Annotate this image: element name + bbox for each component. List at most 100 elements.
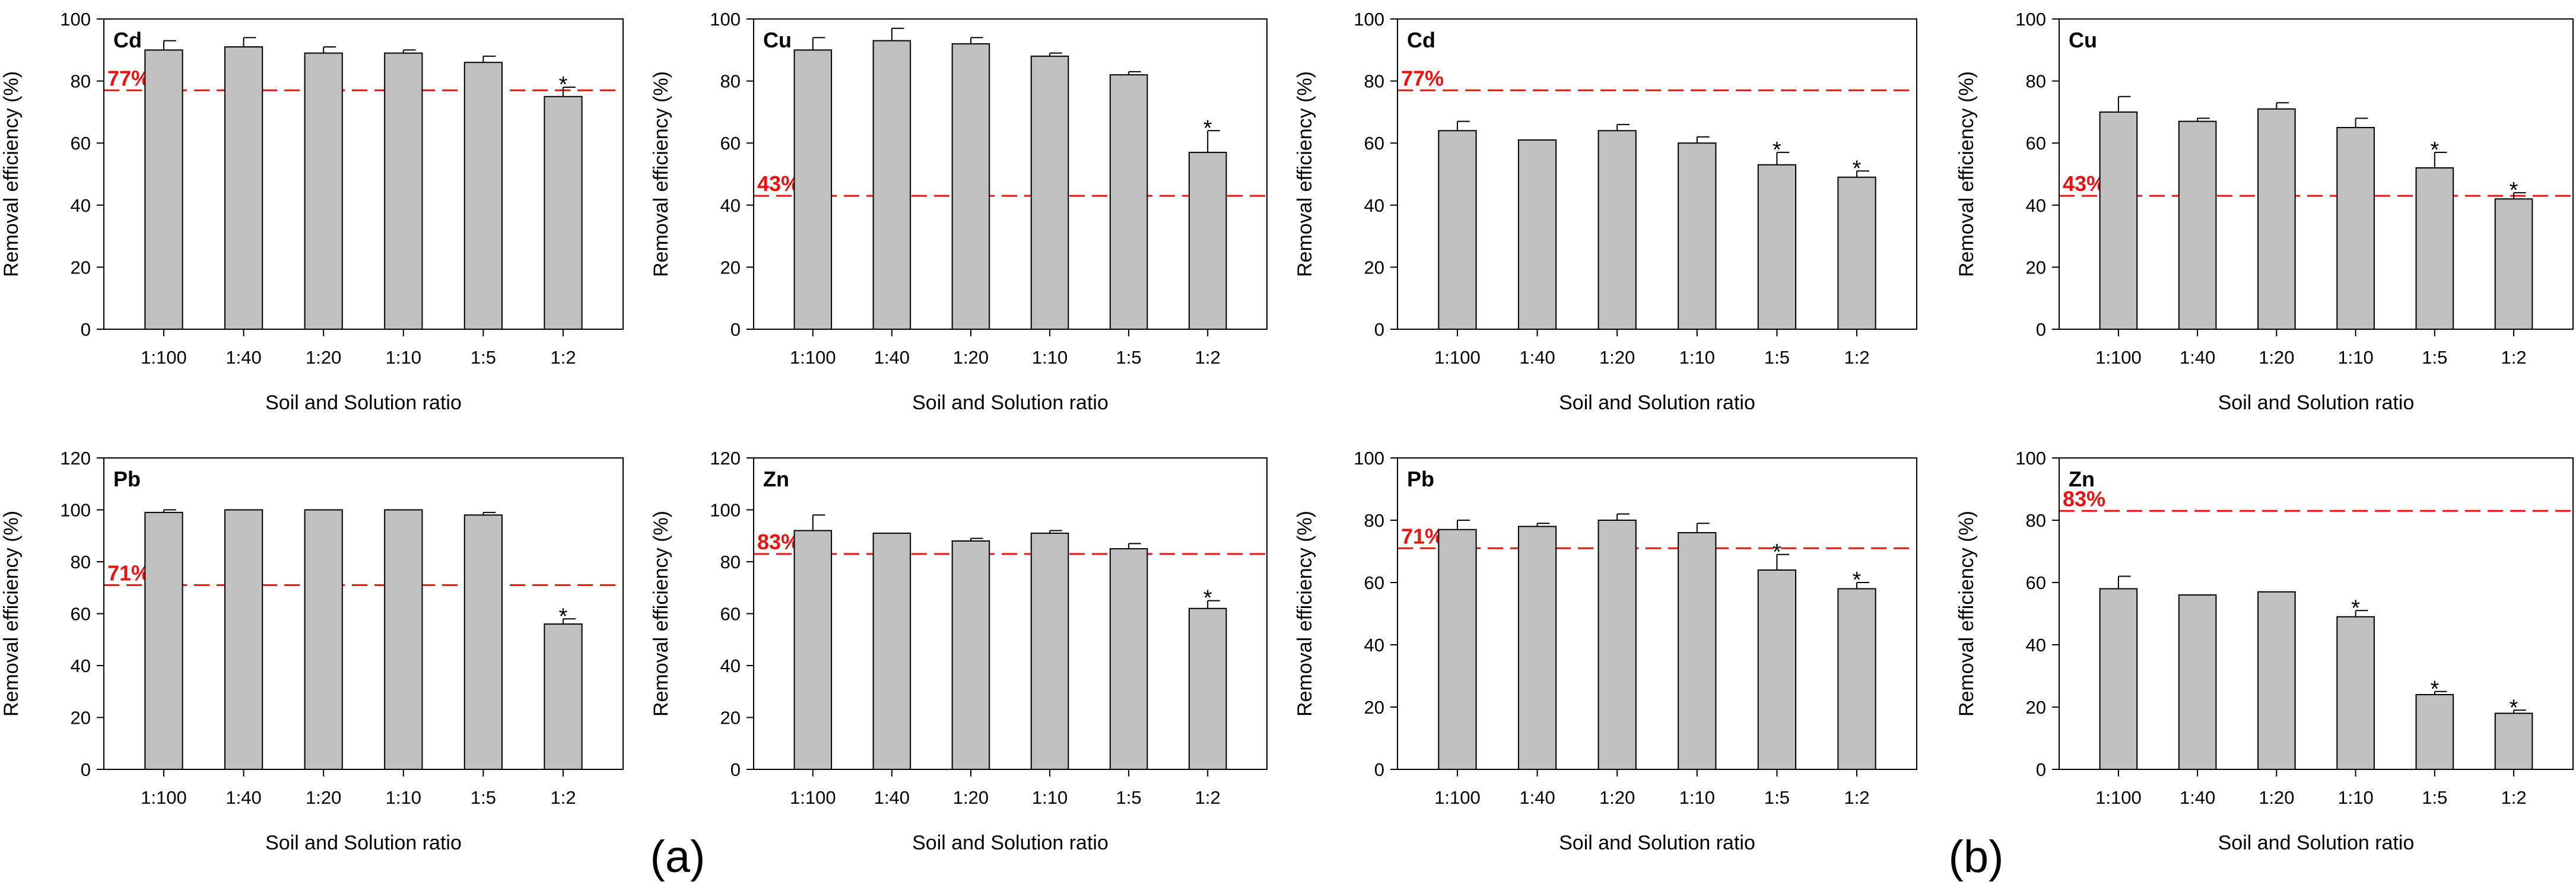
x-tick-label: 1:2 xyxy=(550,787,576,808)
x-tick-label: 1:20 xyxy=(1599,787,1635,808)
y-tick-label: 100 xyxy=(710,500,741,521)
chart-a-zn: 83% * 0 20 40 60 80 100 120 1:100 1:40 1:20 1:10 1:5 1… xyxy=(650,448,1268,854)
y-tick-label: 80 xyxy=(720,552,741,572)
bar xyxy=(1757,569,1797,770)
y-tick-label: 120 xyxy=(710,448,741,469)
y-axis-title: Removal efficiency (%) xyxy=(1294,71,1316,277)
y-tick-label: 120 xyxy=(60,448,91,469)
bar xyxy=(2099,588,2138,770)
x-tick-label: 1:10 xyxy=(386,347,421,368)
x-tick-label: 1:2 xyxy=(1844,787,1869,808)
reference-label: 83% xyxy=(2063,486,2105,511)
y-tick-label: 60 xyxy=(720,133,741,154)
bar xyxy=(951,43,990,330)
plot-frame xyxy=(753,18,1268,330)
x-tick-label: 1:10 xyxy=(1032,347,1068,368)
bar xyxy=(144,49,183,330)
x-tick-label: 1:2 xyxy=(1844,347,1869,368)
y-tick-label: 100 xyxy=(1354,448,1384,469)
x-tick-label: 1:20 xyxy=(306,347,341,368)
bar xyxy=(1030,55,1069,330)
y-tick-label: 100 xyxy=(2015,448,2046,469)
bar xyxy=(384,52,423,330)
reference-label: 71% xyxy=(107,561,150,585)
y-tick-label: 100 xyxy=(710,9,741,30)
x-tick-label: 1:5 xyxy=(471,787,496,808)
y-axis-title: Removal efficiency (%) xyxy=(1955,511,1978,717)
y-tick-label: 40 xyxy=(1364,195,1384,216)
significance-marker: * xyxy=(2430,677,2439,702)
reference-label: 77% xyxy=(107,66,150,90)
bar xyxy=(1517,139,1557,330)
reference-label: 43% xyxy=(2063,171,2105,196)
bar xyxy=(544,96,583,330)
chart-a-cd: 77% * 0 20 40 60 80 100 1:100 1:40 1:20 1:10 1:5 1:2 S… xyxy=(0,9,624,414)
x-tick-label: 1:100 xyxy=(141,787,187,808)
bar xyxy=(1757,164,1797,330)
y-tick-label: 0 xyxy=(730,319,741,340)
bar xyxy=(463,514,503,770)
x-tick-label: 1:2 xyxy=(2501,787,2527,808)
x-tick-label: 1:10 xyxy=(1679,347,1715,368)
metal-label: Pb xyxy=(113,467,141,491)
significance-marker: * xyxy=(1773,138,1781,163)
x-tick-label: 1:20 xyxy=(2259,347,2294,368)
x-tick-label: 1:2 xyxy=(1195,347,1221,368)
x-axis-title: Soil and Solution ratio xyxy=(1559,832,1755,854)
y-tick-label: 60 xyxy=(71,604,91,625)
metal-label: Zn xyxy=(2069,467,2095,491)
x-axis-title: Soil and Solution ratio xyxy=(1559,392,1755,414)
x-tick-label: 1:20 xyxy=(1599,347,1635,368)
significance-marker: * xyxy=(1853,156,1862,181)
chart-b-cu: 43% * * 0 20 40 60 80 100 1:100 1:40 1:20 1:10 1:5 1:2… xyxy=(1955,9,2574,414)
y-tick-label: 60 xyxy=(2026,572,2046,593)
y-tick-label: 40 xyxy=(71,655,91,676)
x-tick-label: 1:100 xyxy=(1434,787,1481,808)
bar xyxy=(2415,167,2454,330)
y-tick-label: 100 xyxy=(2015,9,2046,30)
significance-marker: * xyxy=(559,72,568,97)
bar xyxy=(793,49,833,330)
y-axis-title: Removal efficiency (%) xyxy=(1294,511,1316,717)
plot-frame xyxy=(2059,457,2574,770)
bar xyxy=(2178,594,2217,770)
y-tick-label: 60 xyxy=(71,133,91,154)
significance-marker: * xyxy=(2430,138,2439,163)
y-tick-label: 40 xyxy=(720,655,741,676)
x-tick-label: 1:10 xyxy=(2337,347,2373,368)
x-tick-label: 1:5 xyxy=(1116,787,1142,808)
y-tick-label: 100 xyxy=(60,500,91,521)
y-tick-label: 80 xyxy=(2026,510,2046,531)
bar xyxy=(384,509,423,770)
x-tick-label: 1:40 xyxy=(1519,787,1555,808)
significance-marker: * xyxy=(2510,178,2518,203)
bar xyxy=(1597,130,1637,330)
x-tick-label: 1:5 xyxy=(471,347,496,368)
significance-marker: * xyxy=(1203,586,1212,611)
y-tick-label: 0 xyxy=(81,319,91,340)
bar xyxy=(2336,616,2375,770)
y-axis-title: Removal efficiency (%) xyxy=(650,511,672,717)
y-tick-label: 0 xyxy=(81,759,91,780)
metal-label: Cd xyxy=(113,28,142,52)
y-tick-label: 0 xyxy=(730,759,741,780)
bar xyxy=(2178,120,2217,330)
bar xyxy=(2494,198,2533,330)
bar xyxy=(1597,520,1637,770)
y-tick-label: 60 xyxy=(1364,133,1384,154)
reference-label: 83% xyxy=(757,530,800,554)
x-tick-label: 1:10 xyxy=(386,787,421,808)
x-tick-label: 1:10 xyxy=(1679,787,1715,808)
y-tick-label: 0 xyxy=(1374,319,1384,340)
metal-label: Zn xyxy=(763,467,789,491)
bar xyxy=(872,532,911,770)
x-tick-label: 1:100 xyxy=(2095,787,2142,808)
x-tick-label: 1:2 xyxy=(550,347,576,368)
bar xyxy=(2257,591,2296,770)
y-tick-label: 20 xyxy=(1364,257,1384,278)
y-tick-label: 0 xyxy=(1374,759,1384,780)
panel-label-a: (a) xyxy=(650,832,706,882)
plot-frame xyxy=(103,18,624,330)
y-tick-label: 20 xyxy=(1364,697,1384,718)
chart-b-cd: 77% * * 0 20 40 60 80 100 1:100 1:40 1:20 1:10 1:5 1:2… xyxy=(1294,9,1917,414)
